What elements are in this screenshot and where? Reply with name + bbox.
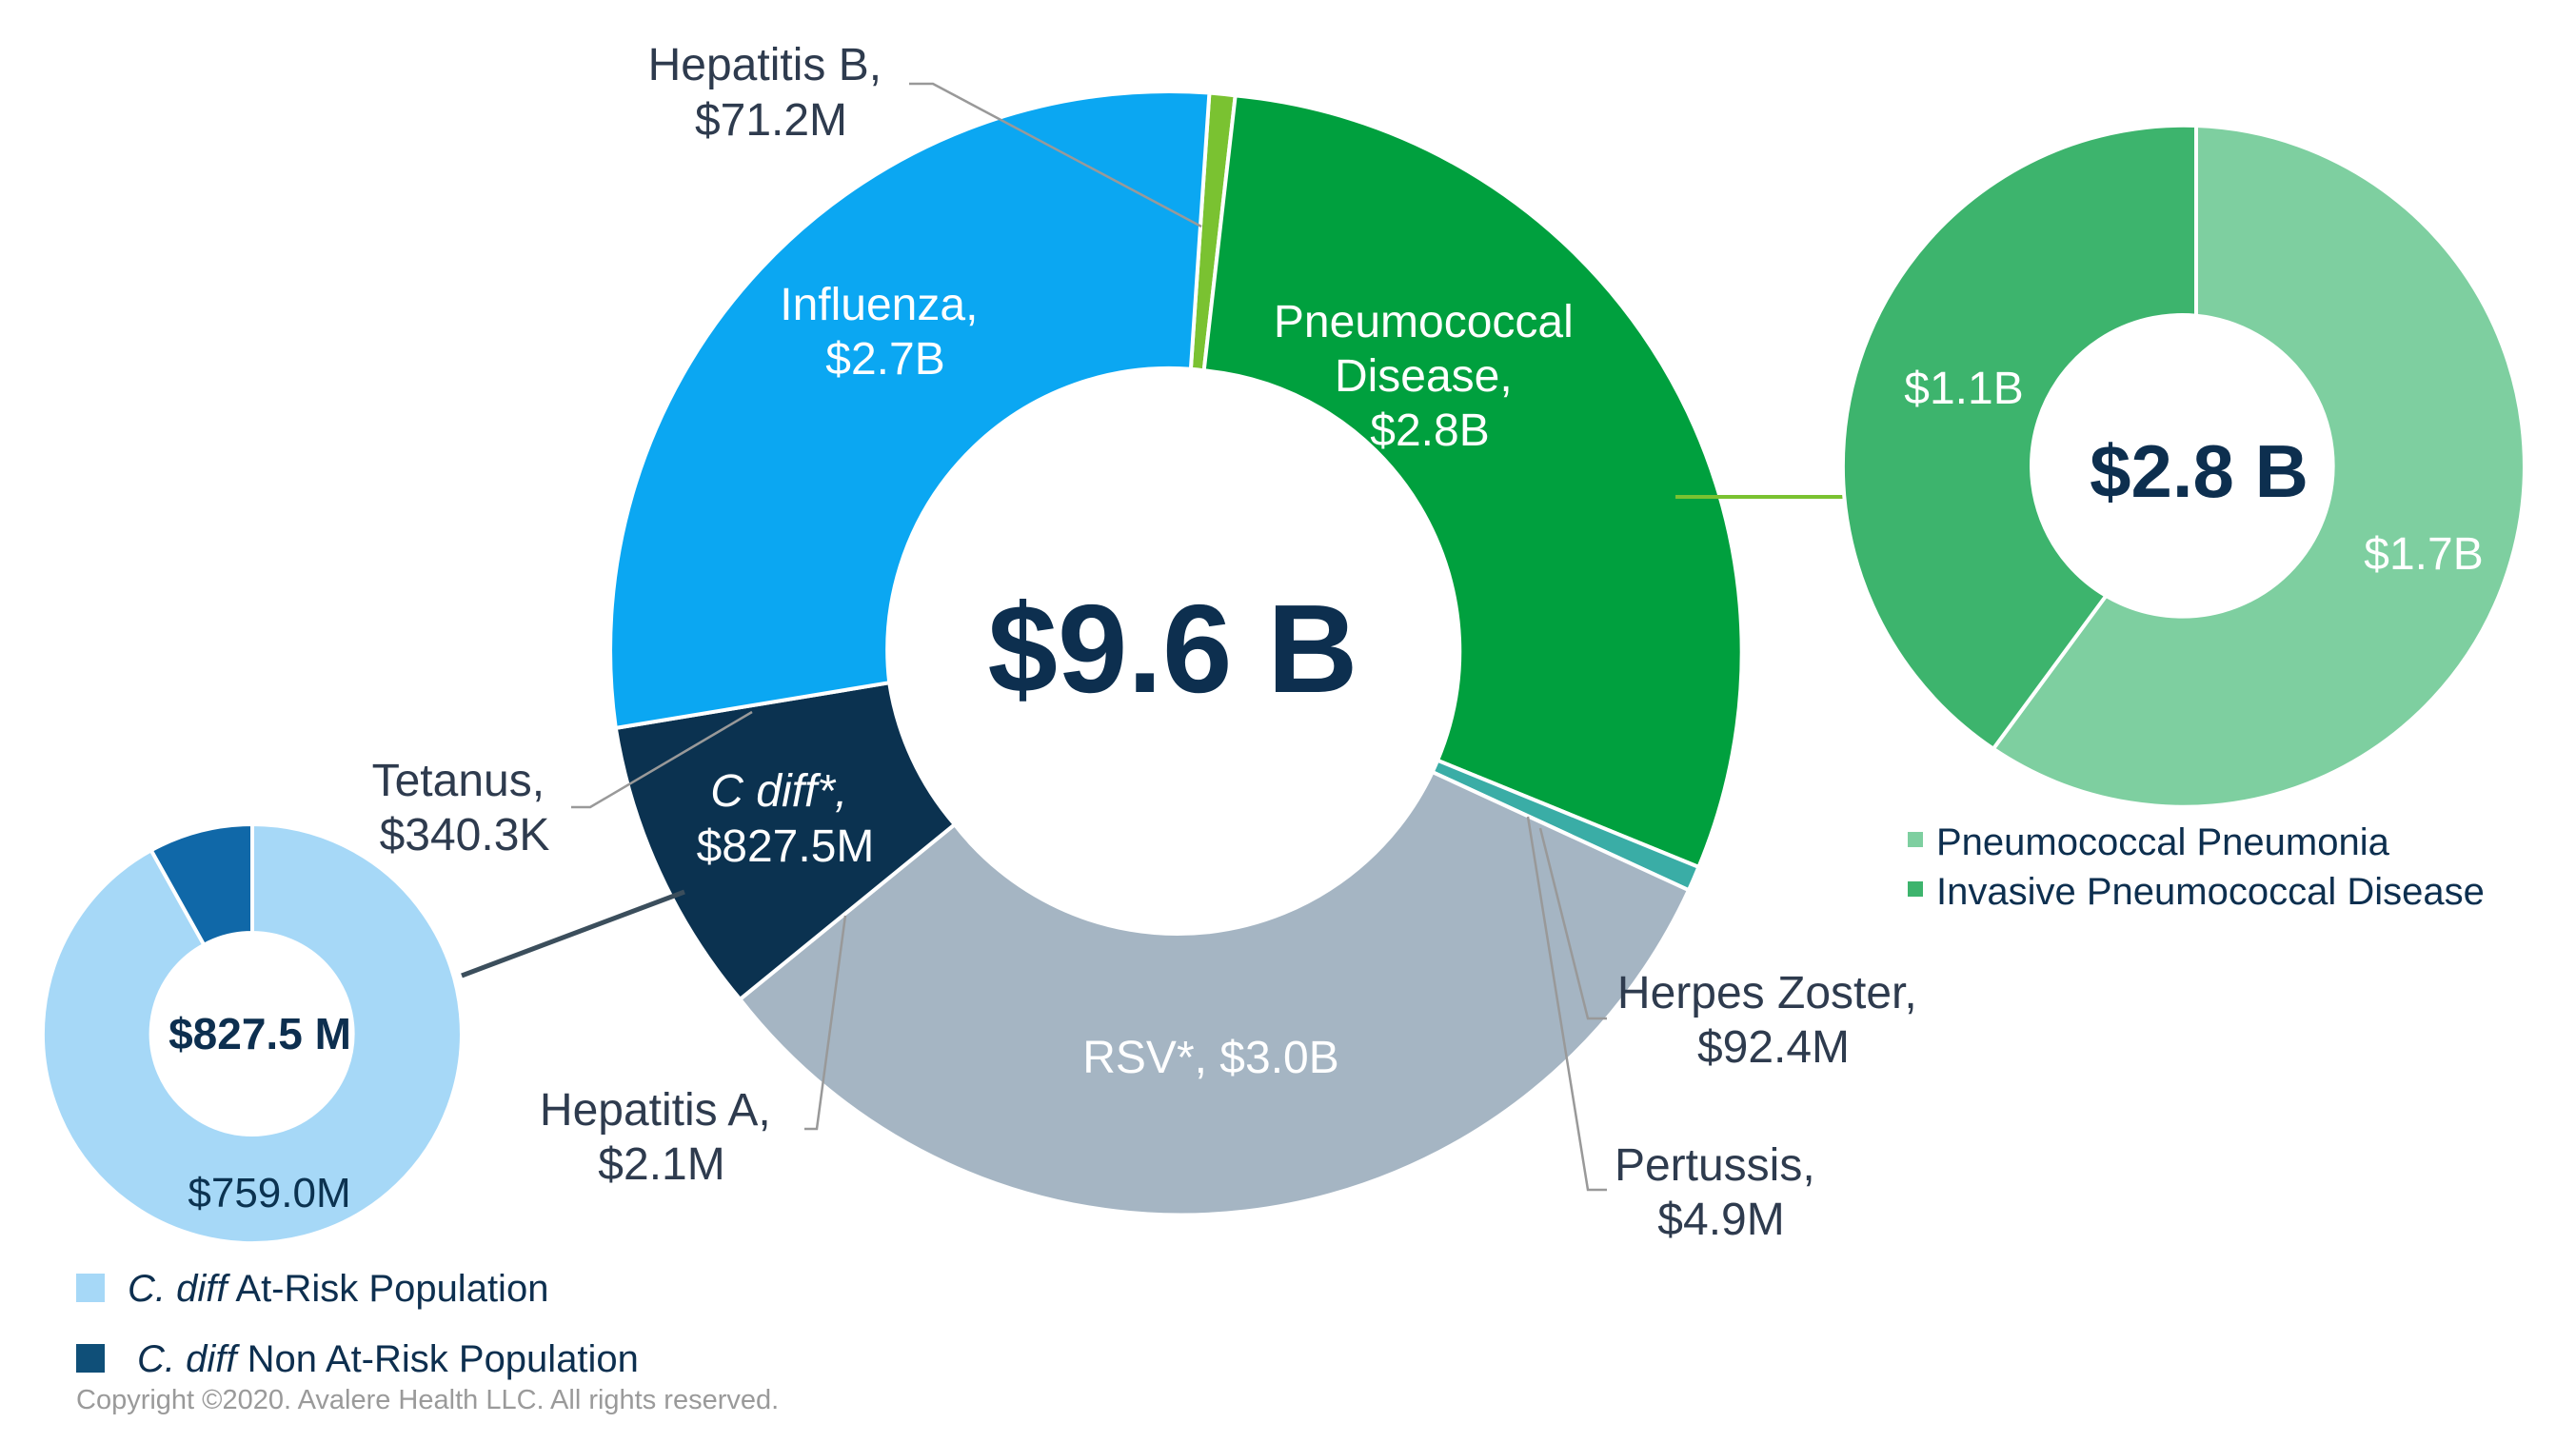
- legend-swatch-c-diff-non-at-risk: [76, 1344, 105, 1373]
- label-hepatitis-a: Hepatitis A, $2.1M: [540, 1085, 783, 1190]
- c-diff-legend: C. diff At-Risk Population C. diff Non A…: [76, 1268, 639, 1380]
- legend-swatch-pneumococcal-pneumonia: [1908, 832, 1923, 847]
- label-pertussis: Pertussis, $4.9M: [1615, 1140, 1828, 1245]
- slice-c-diff-non-at-risk: [149, 821, 254, 948]
- leader-lines: [571, 82, 1607, 1192]
- label-c-diff: C diff*, $827.5M: [697, 766, 875, 872]
- leader-hepatitis-a: [804, 915, 847, 1131]
- leader-pertussis: [1526, 816, 1607, 1192]
- label-hepatitis-b: Hepatitis B, $71.2M: [648, 40, 895, 146]
- connector-c-diff: [461, 889, 685, 978]
- label-influenza: Influenza, $2.7B: [780, 280, 991, 385]
- slice-pneumococcal-pneumonia: [1991, 123, 2526, 809]
- label-invasive-pneumococcal-disease: $1.1B: [1904, 364, 2023, 414]
- leader-hepatitis-b: [909, 82, 1202, 228]
- slice-c-diff-at-risk: [40, 821, 464, 1245]
- pneumococcal-donut: $2.8 B $1.7B $1.1B: [1840, 123, 2526, 809]
- c-diff-center-label: $827.5 M: [168, 1009, 351, 1058]
- c-diff-donut: $827.5 M $759.0M: [40, 821, 464, 1245]
- legend-swatch-invasive-pneumococcal-disease: [1908, 881, 1923, 897]
- slice-invasive-pneumococcal-disease: [1840, 123, 2198, 752]
- legend-label-c-diff-at-risk: C. diff At-Risk Population: [128, 1268, 548, 1310]
- legend-label-pneumococcal-pneumonia: Pneumococcal Pneumonia: [1936, 821, 2390, 863]
- main-donut: $9.6 B: [608, 89, 1744, 1217]
- pneumococcal-legend: Pneumococcal Pneumonia Invasive Pneumoco…: [1908, 821, 2485, 913]
- label-pneumococcal-disease: Pneumococcal Disease, $2.8B: [1274, 297, 1586, 456]
- label-tetanus: Tetanus, $340.3K: [372, 756, 558, 860]
- label-rsv: RSV*, $3.0B: [1082, 1033, 1338, 1083]
- label-c-diff-at-risk: $759.0M: [188, 1170, 350, 1216]
- leader-herpes-zoster: [1538, 827, 1607, 1020]
- legend-swatch-c-diff-at-risk: [76, 1274, 105, 1302]
- legend-label-c-diff-non-at-risk: C. diff Non At-Risk Population: [137, 1338, 639, 1380]
- slice-rsv: [737, 769, 1692, 1217]
- slice-influenza: [608, 89, 1212, 731]
- leader-tetanus: [571, 710, 753, 809]
- legend-label-invasive-pneumococcal-disease: Invasive Pneumococcal Disease: [1936, 871, 2485, 913]
- slice-pneumococcal-disease: [1201, 93, 1744, 870]
- main-center-label: $9.6 B: [988, 579, 1358, 719]
- pneumococcal-center-label: $2.8 B: [2090, 429, 2308, 513]
- label-herpes-zoster: Herpes Zoster, $92.4M: [1617, 968, 1930, 1073]
- label-pneumococcal-pneumonia: $1.7B: [2364, 529, 2483, 580]
- copyright-footer: Copyright ©2020. Avalere Health LLC. All…: [76, 1385, 779, 1415]
